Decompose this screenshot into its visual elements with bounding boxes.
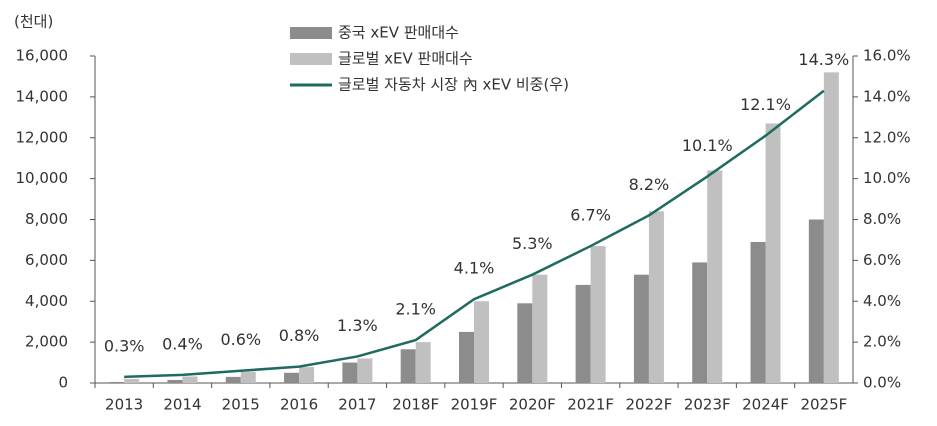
value-label: 14.3%	[798, 50, 849, 69]
bar	[823, 72, 839, 383]
x-tick-label: 2017	[338, 396, 376, 414]
value-label: 10.1%	[682, 136, 733, 155]
y2-tick-label: 6.0%	[863, 251, 901, 269]
y2-tick-label: 10.0%	[863, 169, 911, 187]
y-tick-label: 14,000	[16, 87, 69, 105]
y-tick-label: 16,000	[16, 47, 69, 65]
bar	[808, 219, 824, 383]
value-label: 4.1%	[454, 259, 495, 278]
bar	[240, 371, 256, 383]
legend-swatch	[290, 53, 332, 65]
y-tick-label: 4,000	[25, 292, 68, 310]
x-tick-label: 2024F	[742, 396, 789, 414]
x-tick-label: 2018F	[392, 396, 439, 414]
y2-tick-label: 0.0%	[863, 374, 901, 392]
bar	[225, 376, 241, 383]
line	[124, 89, 825, 379]
bar	[109, 381, 125, 383]
bar	[517, 303, 533, 383]
value-label: 0.4%	[162, 334, 203, 353]
value-label: 0.3%	[104, 336, 145, 355]
y2-tick-label: 16.0%	[863, 47, 911, 65]
x-tick-label: 2021F	[567, 396, 614, 414]
y2-tick-label: 14.0%	[863, 87, 911, 105]
y-tick-label: 0	[58, 374, 68, 392]
legend-label: 글로벌 xEV 판매대수	[338, 50, 473, 68]
bar	[765, 123, 781, 383]
legend-label: 중국 xEV 판매대수	[338, 24, 459, 42]
x-tick-label: 2019F	[451, 396, 498, 414]
x-tick-label: 2023F	[684, 396, 731, 414]
bar	[124, 378, 140, 383]
x-tick-label: 2013	[105, 396, 143, 414]
bar	[590, 246, 606, 383]
bar	[299, 367, 315, 383]
bar	[648, 211, 664, 383]
y-axis-label: (천대)	[14, 13, 53, 31]
value-label: 0.8%	[279, 326, 320, 345]
legend-label: 글로벌 자동차 시장 內 xEV 비중(우)	[338, 76, 569, 94]
bar	[415, 342, 431, 383]
value-label: 8.2%	[629, 175, 670, 194]
y-tick-label: 12,000	[16, 128, 69, 146]
bar	[474, 301, 489, 383]
bar	[707, 170, 723, 383]
x-tick-label: 2022F	[626, 396, 673, 414]
x-tick-label: 2025F	[800, 396, 847, 414]
x-tick-label: 2020F	[509, 396, 556, 414]
bar	[575, 284, 591, 383]
bar	[284, 372, 300, 383]
value-label: 2.1%	[395, 300, 436, 319]
bar	[459, 331, 474, 383]
value-label: 0.6%	[220, 330, 261, 349]
bar	[532, 274, 548, 383]
value-label: 12.1%	[740, 95, 791, 114]
y-tick-label: 8,000	[25, 210, 68, 228]
bar	[357, 358, 373, 383]
x-tick-label: 2014	[163, 396, 201, 414]
x-tick-label: 2016	[280, 396, 318, 414]
bar	[750, 241, 766, 383]
y2-tick-label: 8.0%	[863, 210, 901, 228]
y-tick-label: 6,000	[25, 251, 68, 269]
value-label: 6.7%	[570, 206, 611, 225]
bar	[182, 376, 198, 383]
bar	[167, 379, 183, 383]
bar	[400, 349, 416, 383]
value-label: 5.3%	[512, 234, 553, 253]
y2-tick-label: 12.0%	[863, 128, 911, 146]
legend-swatch	[290, 27, 332, 39]
bar	[342, 362, 358, 383]
bar	[692, 262, 708, 383]
bar	[633, 274, 649, 383]
value-label: 1.3%	[337, 316, 378, 335]
y-tick-label: 10,000	[16, 169, 69, 187]
y-tick-label: 2,000	[25, 333, 68, 351]
x-tick-label: 2015	[222, 396, 260, 414]
y2-tick-label: 4.0%	[863, 292, 901, 310]
y2-tick-label: 2.0%	[863, 333, 901, 351]
